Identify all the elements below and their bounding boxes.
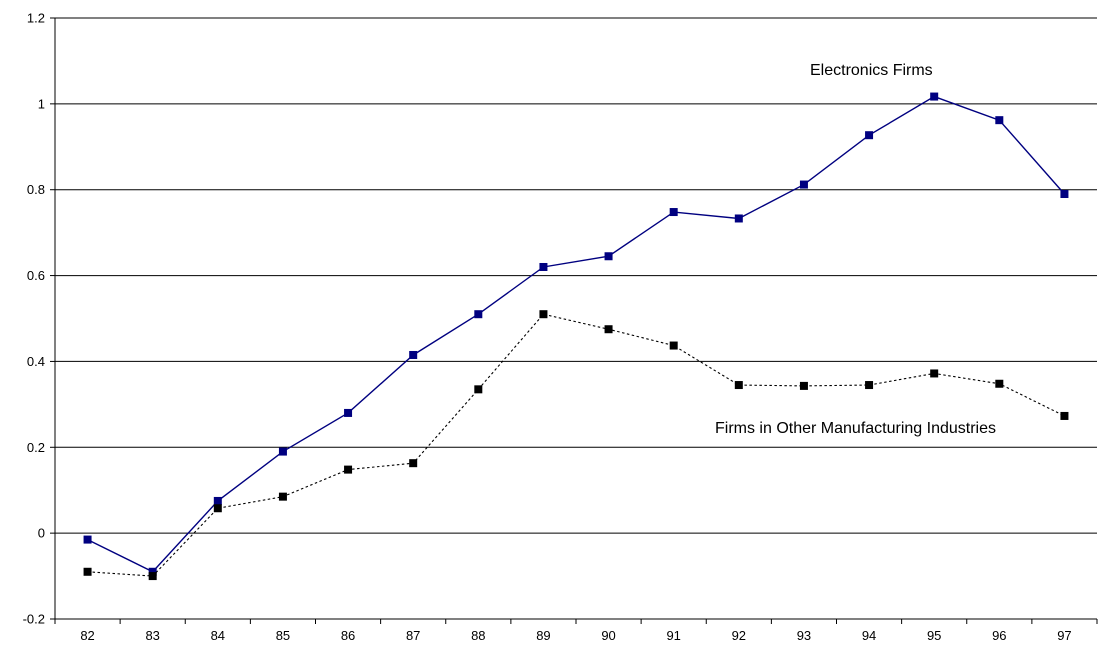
x-tick-label: 86 <box>341 628 355 643</box>
x-tick-label: 89 <box>536 628 550 643</box>
data-point-marker <box>474 385 483 394</box>
data-point-marker <box>344 465 353 474</box>
y-tick-label: 0 <box>38 526 45 541</box>
x-tick-label: 91 <box>666 628 680 643</box>
data-point-marker <box>669 341 678 350</box>
x-tick-label: 92 <box>732 628 746 643</box>
x-tick-label: 82 <box>80 628 94 643</box>
data-point-marker <box>995 379 1004 388</box>
x-tick-label: 97 <box>1057 628 1071 643</box>
gridlines <box>55 17 1097 620</box>
data-point-marker <box>734 214 743 223</box>
data-point-marker <box>83 567 92 576</box>
y-tick-label: 1 <box>38 96 45 111</box>
y-tick-label: -0.2 <box>23 612 45 627</box>
y-tick-labels: -0.2 0 0.2 0.4 0.6 0.8 1 1.2 <box>23 11 45 627</box>
x-tick-label: 87 <box>406 628 420 643</box>
x-tick-label: 96 <box>992 628 1006 643</box>
data-point-marker <box>604 252 613 261</box>
data-point-marker <box>799 180 808 189</box>
y-tick-label: 1.2 <box>27 11 45 26</box>
x-tick-label: 90 <box>601 628 615 643</box>
y-tick-label: 0.4 <box>27 354 45 369</box>
data-point-marker <box>930 92 939 101</box>
series-label-electronics: Electronics Firms <box>810 62 933 79</box>
x-tick-label: 84 <box>211 628 225 643</box>
series-label-other-manufacturing: Firms in Other Manufacturing Industries <box>715 420 996 437</box>
data-point-marker <box>539 310 548 319</box>
series-line-0 <box>87 95 1065 573</box>
x-tick-labels: 82 83 84 85 86 87 88 89 90 91 92 93 94 95 96 97 <box>80 628 1071 643</box>
data-point-marker <box>995 116 1004 125</box>
x-tick-label: 94 <box>862 628 876 643</box>
data-point-marker <box>865 381 874 390</box>
data-point-marker <box>278 492 287 501</box>
y-tick-label: 0.2 <box>27 440 45 455</box>
data-point-marker <box>1060 190 1069 199</box>
data-point-marker <box>83 535 92 544</box>
x-tick-label: 83 <box>145 628 159 643</box>
data-point-marker <box>474 310 483 319</box>
data-point-marker <box>409 350 418 359</box>
data-point-marker <box>278 447 287 456</box>
data-point-marker <box>344 408 353 417</box>
series-labels: Electronics Firms Firms in Other Manufac… <box>715 62 996 437</box>
axes <box>50 17 1098 624</box>
data-point-marker <box>213 496 222 505</box>
x-tick-label: 85 <box>276 628 290 643</box>
data-point-marker <box>148 567 157 576</box>
data-point-marker <box>930 369 939 378</box>
data-point-marker <box>865 131 874 140</box>
y-tick-label: 0.6 <box>27 268 45 283</box>
data-point-marker <box>213 504 222 513</box>
data-point-marker <box>799 381 808 390</box>
data-point-marker <box>669 208 678 217</box>
data-point-marker <box>604 325 613 334</box>
data-point-marker <box>148 572 157 581</box>
data-point-marker <box>539 262 548 271</box>
x-tick-label: 95 <box>927 628 941 643</box>
series-line-1 <box>87 313 1065 577</box>
x-tick-label: 93 <box>797 628 811 643</box>
data-point-marker <box>409 459 418 468</box>
x-tick-label: 88 <box>471 628 485 643</box>
data-point-marker <box>1060 411 1069 420</box>
series <box>83 92 1069 581</box>
data-point-marker <box>734 381 743 390</box>
y-tick-label: 0.8 <box>27 182 45 197</box>
